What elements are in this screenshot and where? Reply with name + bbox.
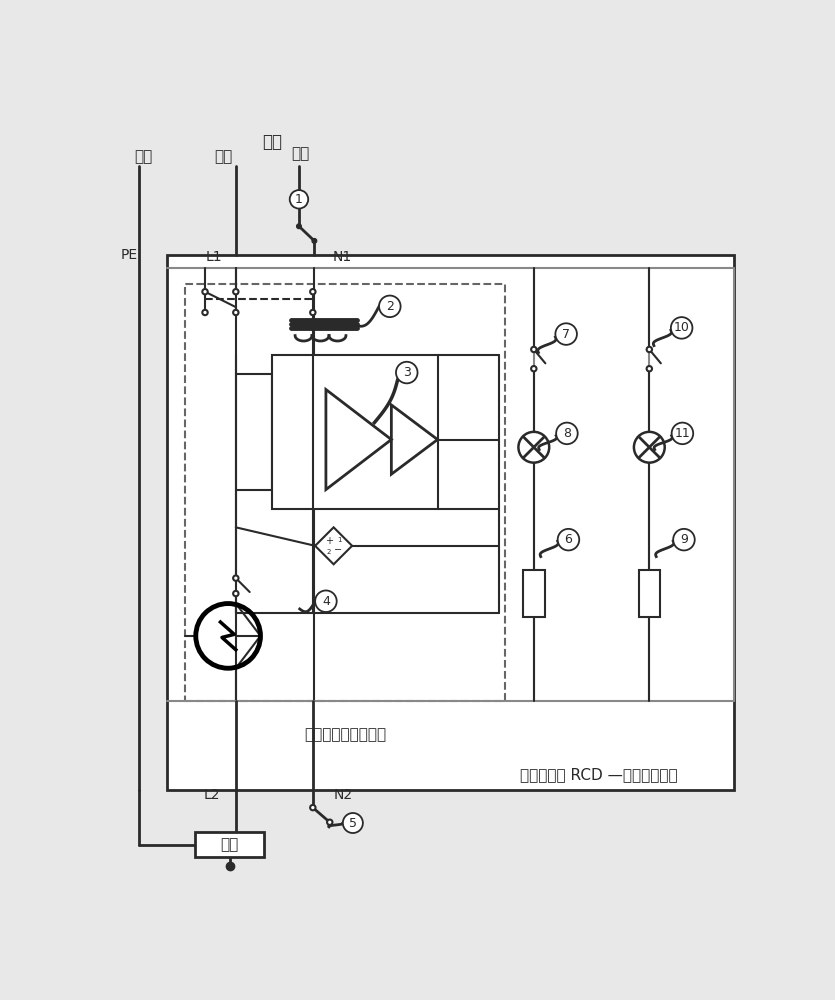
Circle shape (671, 423, 693, 444)
Circle shape (531, 366, 537, 371)
Circle shape (202, 289, 208, 294)
Circle shape (315, 590, 337, 612)
Text: +: + (325, 536, 333, 546)
Text: PE: PE (121, 248, 138, 262)
Text: N2: N2 (334, 788, 352, 802)
Text: 8: 8 (563, 427, 571, 440)
Circle shape (233, 289, 239, 294)
Bar (639, 570, 660, 617)
Text: 1: 1 (295, 193, 303, 206)
Circle shape (310, 310, 316, 315)
Circle shape (233, 575, 239, 581)
Bar (272, 374, 326, 490)
Circle shape (233, 591, 239, 596)
Text: 7: 7 (562, 328, 570, 341)
Circle shape (673, 529, 695, 550)
Text: 漏电保护器 RCD —双测试电路型: 漏电保护器 RCD —双测试电路型 (520, 767, 678, 782)
Circle shape (310, 289, 316, 294)
Text: 1: 1 (337, 537, 342, 543)
Text: L2: L2 (204, 788, 220, 802)
Text: 零线: 零线 (291, 146, 310, 161)
Bar (195, 832, 265, 857)
Circle shape (634, 432, 665, 463)
Text: L1: L1 (205, 250, 222, 264)
Circle shape (310, 805, 316, 810)
Circle shape (531, 347, 537, 352)
Circle shape (646, 347, 652, 352)
Circle shape (558, 529, 579, 550)
Circle shape (379, 296, 401, 317)
Circle shape (296, 224, 301, 229)
Circle shape (233, 310, 239, 315)
Text: 2: 2 (326, 549, 331, 555)
Text: 6: 6 (564, 533, 573, 546)
Circle shape (327, 820, 332, 825)
Text: 3: 3 (402, 366, 411, 379)
Circle shape (396, 362, 418, 383)
Circle shape (555, 323, 577, 345)
Bar (523, 570, 544, 617)
Text: 2: 2 (386, 300, 394, 313)
Text: 地线: 地线 (134, 149, 153, 164)
Text: 漏电保护器主要结构: 漏电保护器主要结构 (304, 727, 387, 742)
Bar (272, 355, 438, 509)
Text: 电源: 电源 (262, 133, 282, 151)
Text: 4: 4 (322, 595, 330, 608)
Circle shape (202, 310, 208, 315)
Circle shape (671, 317, 692, 339)
Text: N1: N1 (333, 250, 352, 264)
Text: 负载: 负载 (220, 837, 239, 852)
Circle shape (290, 190, 308, 209)
Text: −: − (334, 545, 342, 555)
Circle shape (343, 813, 363, 833)
Text: 10: 10 (674, 321, 690, 334)
Circle shape (646, 366, 652, 371)
Circle shape (312, 239, 316, 243)
Circle shape (556, 423, 578, 444)
Bar (185, 284, 504, 701)
Circle shape (519, 432, 549, 463)
Text: 5: 5 (349, 817, 357, 830)
Bar (166, 255, 734, 790)
Text: 9: 9 (680, 533, 688, 546)
Text: 火线: 火线 (215, 149, 233, 164)
Text: 11: 11 (675, 427, 691, 440)
